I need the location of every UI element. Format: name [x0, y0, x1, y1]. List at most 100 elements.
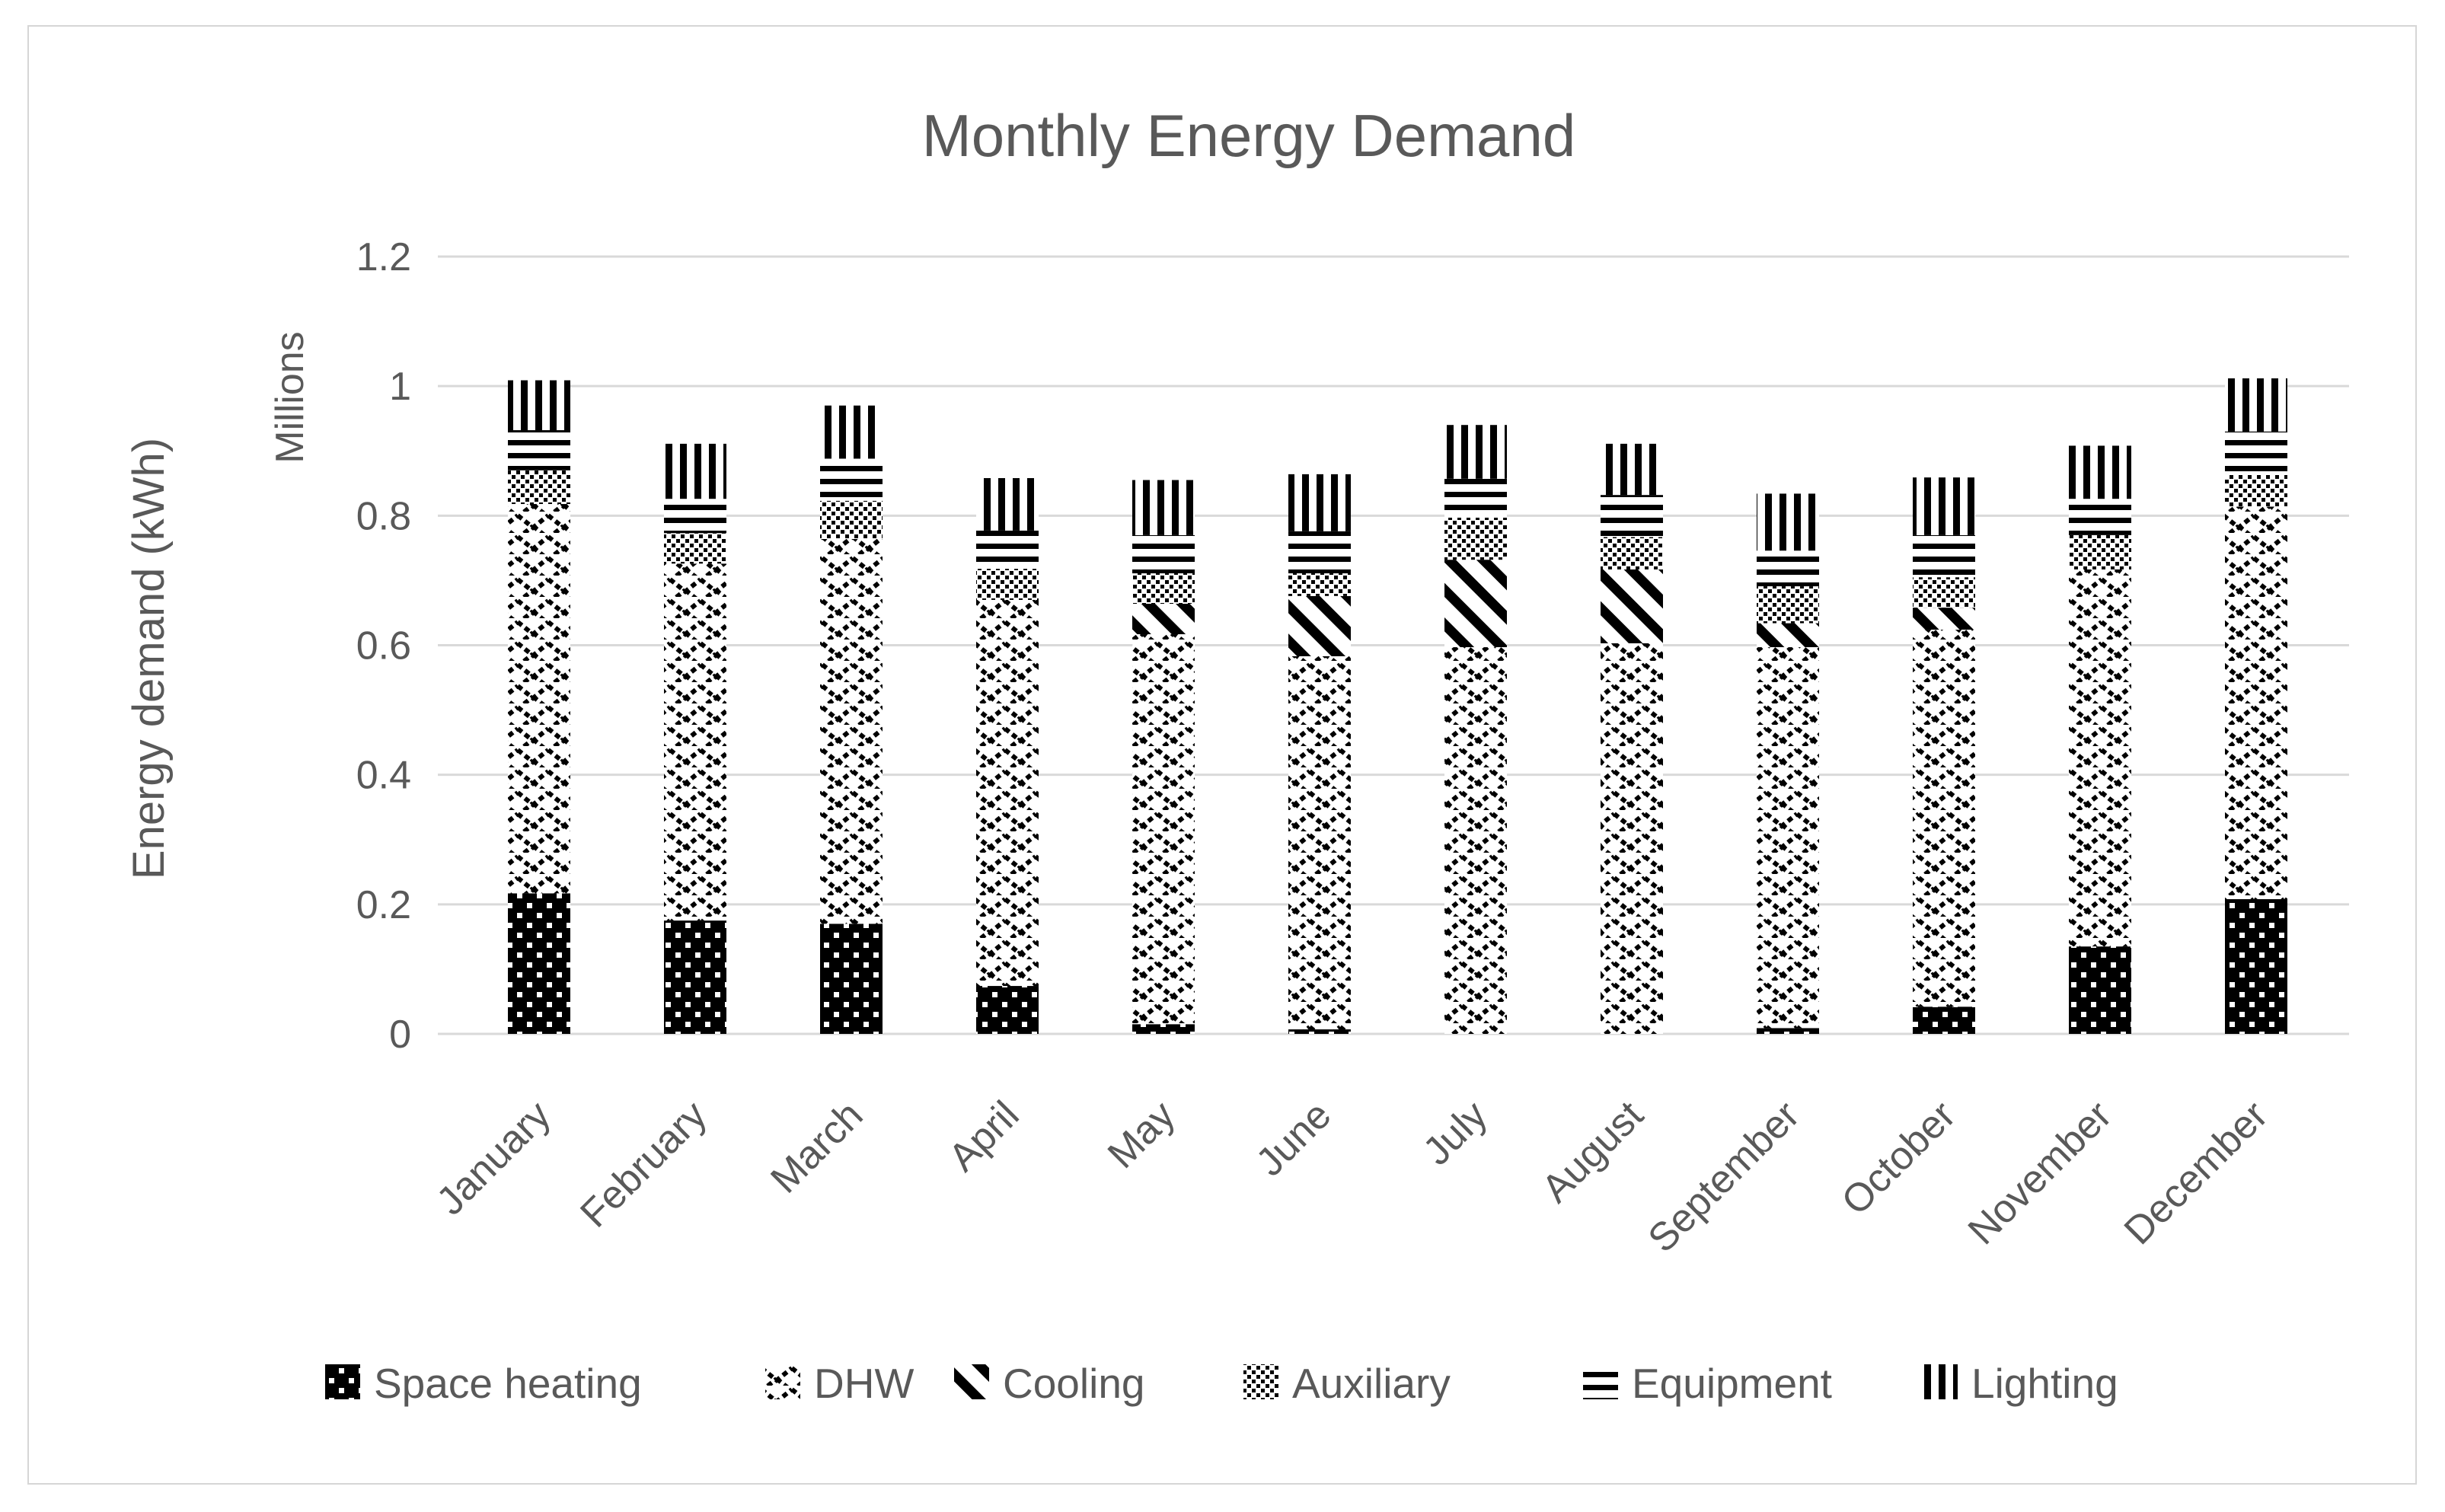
y-axis-units-label: Millions [268, 331, 312, 463]
legend-label-equipment: Equipment [1632, 1360, 1832, 1407]
segment-space-heating-april [976, 986, 1039, 1034]
legend-label-lighting: Lighting [1971, 1360, 2118, 1407]
segment-equipment-november [2069, 499, 2131, 535]
segment-equipment-july [1444, 478, 1507, 518]
segment-dhw-august [1601, 643, 1663, 1034]
segment-dhw-march [820, 538, 883, 924]
chart-title: Monthly Energy Demand [922, 102, 1575, 169]
y-tick-label-0.2: 0.2 [356, 883, 411, 927]
x-label-november: November [1960, 1093, 2121, 1253]
segment-lighting-june [1288, 474, 1351, 531]
x-label-october: October [1834, 1093, 1965, 1223]
y-tick-label-0: 0 [389, 1013, 411, 1057]
segment-space-heating-november [2069, 946, 2131, 1034]
segment-auxiliary-september [1757, 586, 1819, 624]
x-label-march: March [762, 1093, 871, 1201]
bars-group [508, 378, 2287, 1034]
legend-swatch-auxiliary-icon [1243, 1364, 1278, 1399]
segment-auxiliary-january [508, 470, 570, 505]
legend-label-auxiliary: Auxiliary [1292, 1360, 1451, 1407]
x-label-april: April [940, 1093, 1028, 1180]
segment-lighting-april [976, 477, 1039, 531]
segment-equipment-september [1757, 550, 1819, 587]
segment-dhw-september [1757, 647, 1819, 1029]
segment-equipment-may [1132, 534, 1195, 574]
segment-dhw-january [508, 504, 570, 894]
y-tick-label-0.8: 0.8 [356, 494, 411, 538]
legend-swatch-dhw-icon [765, 1364, 800, 1399]
segment-auxiliary-november [2069, 534, 2131, 569]
segment-space-heating-september [1757, 1028, 1819, 1034]
y-tick-label-0.4: 0.4 [356, 754, 411, 798]
segment-equipment-april [976, 530, 1039, 569]
segment-auxiliary-march [820, 500, 883, 539]
segment-cooling-july [1444, 560, 1507, 648]
segment-cooling-october [1913, 608, 1975, 630]
segment-cooling-june [1288, 595, 1351, 656]
y-tick-label-1.2: 1.2 [356, 235, 411, 279]
legend-label-space-heating: Space heating [374, 1360, 642, 1407]
x-label-january: January [429, 1093, 560, 1223]
legend-item-equipment: Equipment [1583, 1360, 1832, 1407]
legend-label-dhw: DHW [814, 1360, 914, 1407]
legend-item-cooling: Cooling [954, 1360, 1145, 1407]
x-label-may: May [1100, 1093, 1183, 1176]
segment-cooling-september [1757, 623, 1819, 648]
segment-equipment-january [508, 430, 570, 471]
segment-space-heating-october [1913, 1006, 1975, 1034]
segment-space-heating-january [508, 893, 570, 1034]
segment-space-heating-may [1132, 1024, 1195, 1034]
segment-equipment-june [1288, 531, 1351, 574]
x-label-september: September [1640, 1093, 1808, 1261]
segment-equipment-december [2225, 431, 2287, 474]
segment-dhw-june [1288, 656, 1351, 1030]
x-label-august: August [1534, 1093, 1652, 1211]
segment-dhw-july [1444, 647, 1507, 1034]
segment-dhw-april [976, 599, 1039, 987]
segment-space-heating-december [2225, 899, 2287, 1034]
legend: Space heating DHW Cooling Auxiliary Equipmen… [325, 1360, 2118, 1407]
segment-cooling-august [1601, 569, 1663, 643]
segment-dhw-february [664, 563, 726, 921]
segment-auxiliary-july [1444, 517, 1507, 560]
legend-swatch-space-heating-icon [325, 1364, 360, 1399]
y-axis-title: Energy demand (kWh) [124, 438, 174, 879]
segment-lighting-september [1757, 493, 1819, 551]
y-axis-tick-labels: 0 0.2 0.4 0.6 0.8 1 1.2 [356, 235, 411, 1057]
legend-swatch-lighting-icon [1923, 1364, 1958, 1399]
legend-item-dhw: DHW [765, 1360, 914, 1407]
segment-space-heating-march [820, 923, 883, 1034]
segment-dhw-november [2069, 569, 2131, 947]
legend-label-cooling: Cooling [1003, 1360, 1145, 1407]
y-tick-label-1: 1 [389, 365, 411, 409]
segment-lighting-december [2225, 378, 2287, 432]
segment-lighting-august [1601, 443, 1663, 496]
segment-lighting-january [508, 380, 570, 431]
segment-lighting-october [1913, 477, 1975, 535]
gridlines [438, 255, 2349, 1035]
y-tick-label-0.6: 0.6 [356, 624, 411, 668]
segment-auxiliary-june [1288, 573, 1351, 596]
segment-equipment-february [664, 499, 726, 534]
segment-auxiliary-october [1913, 577, 1975, 608]
segment-dhw-december [2225, 506, 2287, 900]
segment-lighting-february [664, 443, 726, 499]
segment-auxiliary-august [1601, 537, 1663, 569]
segment-equipment-august [1601, 495, 1663, 537]
legend-item-space-heating: Space heating [325, 1360, 642, 1407]
segment-equipment-march [820, 458, 883, 501]
segment-auxiliary-february [664, 533, 726, 564]
segment-auxiliary-april [976, 569, 1039, 600]
segment-lighting-november [2069, 445, 2131, 499]
segment-dhw-october [1913, 630, 1975, 1007]
segment-space-heating-june [1288, 1029, 1351, 1034]
x-axis-category-labels: January February March April May June July Augu… [429, 1093, 2277, 1261]
segment-auxiliary-december [2225, 474, 2287, 507]
chart-frame-border [27, 25, 2417, 1485]
legend-item-auxiliary: Auxiliary [1243, 1360, 1451, 1407]
segment-auxiliary-may [1132, 573, 1195, 604]
segment-dhw-may [1132, 634, 1195, 1025]
segment-lighting-july [1444, 425, 1507, 479]
